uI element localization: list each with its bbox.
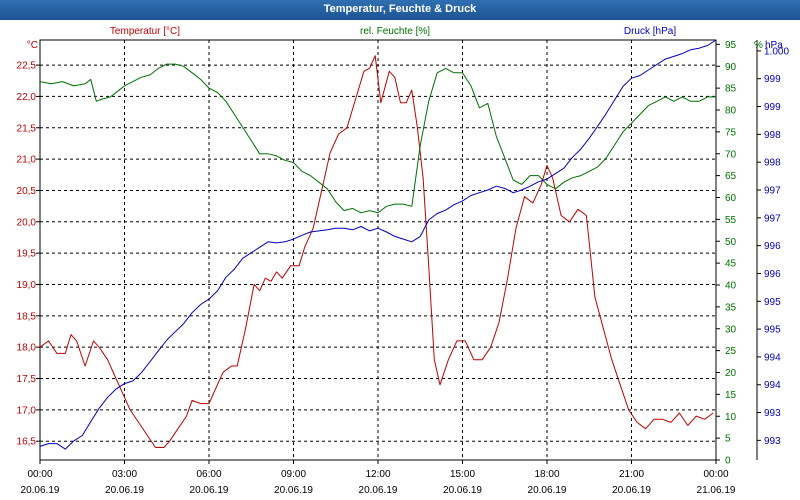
- humidity-tick-label: 85: [725, 84, 737, 95]
- humidity-tick-label: 10: [725, 412, 737, 423]
- x-tick-label-time: 00:00: [703, 469, 728, 480]
- pressure-unit-label: hPa: [765, 40, 783, 51]
- humidity-tick-label: 50: [725, 237, 737, 248]
- x-tick-label-time: 21:00: [619, 469, 644, 480]
- x-tick-label-time: 12:00: [365, 469, 390, 480]
- x-tick-label-time: 15:00: [450, 469, 475, 480]
- chart: 00:00 20.06.19 03:00 20.06.19 06:00 20.06.19 0…: [17, 26, 790, 496]
- humidity-axis-title: rel. Feuchte [%]: [360, 26, 430, 37]
- temperature-tick-label: 16,5: [17, 437, 37, 448]
- humidity-tick-label: 20: [725, 368, 737, 379]
- humidity-tick-label: 45: [725, 259, 737, 270]
- pressure-tick-label: 996: [764, 241, 781, 252]
- x-tick-label-date: 20.06.19: [359, 485, 398, 496]
- axes: 00:00 20.06.19 03:00 20.06.19 06:00 20.06.19 0…: [17, 40, 790, 496]
- x-tick-label-date: 20.06.19: [190, 485, 229, 496]
- humidity-tick-label: 5: [725, 434, 731, 445]
- series-lines: [39, 39, 717, 450]
- temperature-tick-label: 18,0: [17, 343, 37, 354]
- humidity-unit-label: %: [754, 40, 763, 51]
- x-tick-label-date: 20.06.19: [612, 485, 651, 496]
- grid: [40, 40, 716, 460]
- pressure-tick-label: 995: [764, 325, 781, 336]
- window-title: Temperatur, Feuchte & Druck: [0, 0, 800, 20]
- pressure-tick-label: 994: [764, 380, 781, 391]
- x-tick-label-time: 03:00: [112, 469, 137, 480]
- temperature-tick-label: 17,5: [17, 374, 37, 385]
- humidity-tick-label: 90: [725, 62, 737, 73]
- humidity-line: [39, 63, 716, 214]
- x-tick-label-date: 20.06.19: [528, 485, 567, 496]
- temperature-tick-label: 21,5: [17, 123, 37, 134]
- x-tick-label-date: 20.06.19: [21, 485, 60, 496]
- humidity-tick-label: 65: [725, 171, 737, 182]
- temperature-tick-label: 20,5: [17, 186, 37, 197]
- temperature-tick-label: 19,5: [17, 249, 37, 260]
- humidity-tick-label: 70: [725, 149, 737, 160]
- pressure-tick-label: 999: [764, 102, 781, 113]
- humidity-tick-label: 80: [725, 106, 737, 117]
- humidity-tick-label: 30: [725, 324, 737, 335]
- x-tick-label-time: 18:00: [534, 469, 559, 480]
- humidity-tick-label: 25: [725, 346, 737, 357]
- x-tick-label-date: 20.06.19: [274, 485, 313, 496]
- temperature-unit-label: °C: [27, 40, 38, 51]
- humidity-tick-label: 95: [725, 40, 737, 51]
- pressure-line: [39, 39, 717, 450]
- pressure-tick-label: 998: [764, 130, 781, 141]
- humidity-tick-label: 40: [725, 281, 737, 292]
- humidity-tick-label: 60: [725, 193, 737, 204]
- pressure-tick-label: 995: [764, 297, 781, 308]
- pressure-tick-label: 999: [764, 74, 781, 85]
- pressure-tick-label: 993: [764, 436, 781, 447]
- temperature-tick-label: 22,0: [17, 92, 37, 103]
- temperature-tick-label: 22,5: [17, 61, 37, 72]
- temperature-axis-title: Temperatur [°C]: [110, 26, 180, 37]
- x-tick-label-time: 09:00: [281, 469, 306, 480]
- x-tick-label-date: 21.06.19: [697, 485, 736, 496]
- pressure-tick-label: 994: [764, 352, 781, 363]
- pressure-tick-label: 997: [764, 186, 781, 197]
- temperature-tick-label: 17,0: [17, 405, 37, 416]
- x-tick-label-time: 06:00: [196, 469, 221, 480]
- x-tick-label-date: 20.06.19: [443, 485, 482, 496]
- temperature-tick-label: 20,0: [17, 217, 37, 228]
- temperature-tick-label: 19,0: [17, 280, 37, 291]
- x-tick-label-date: 20.06.19: [105, 485, 144, 496]
- humidity-tick-label: 35: [725, 302, 737, 313]
- pressure-tick-label: 1.000: [764, 46, 789, 57]
- temperature-line: [39, 55, 714, 448]
- pressure-tick-label: 996: [764, 269, 781, 280]
- pressure-axis-title: Druck [hPa]: [624, 26, 676, 37]
- temperature-tick-label: 21,0: [17, 155, 37, 166]
- humidity-tick-label: 0: [725, 456, 731, 467]
- pressure-tick-label: 997: [764, 213, 781, 224]
- temperature-tick-label: 18,5: [17, 311, 37, 322]
- humidity-tick-label: 55: [725, 215, 737, 226]
- pressure-tick-label: 998: [764, 158, 781, 169]
- humidity-tick-label: 15: [725, 390, 737, 401]
- pressure-tick-label: 993: [764, 408, 781, 419]
- x-tick-label-time: 00:00: [27, 469, 52, 480]
- humidity-tick-label: 75: [725, 127, 737, 138]
